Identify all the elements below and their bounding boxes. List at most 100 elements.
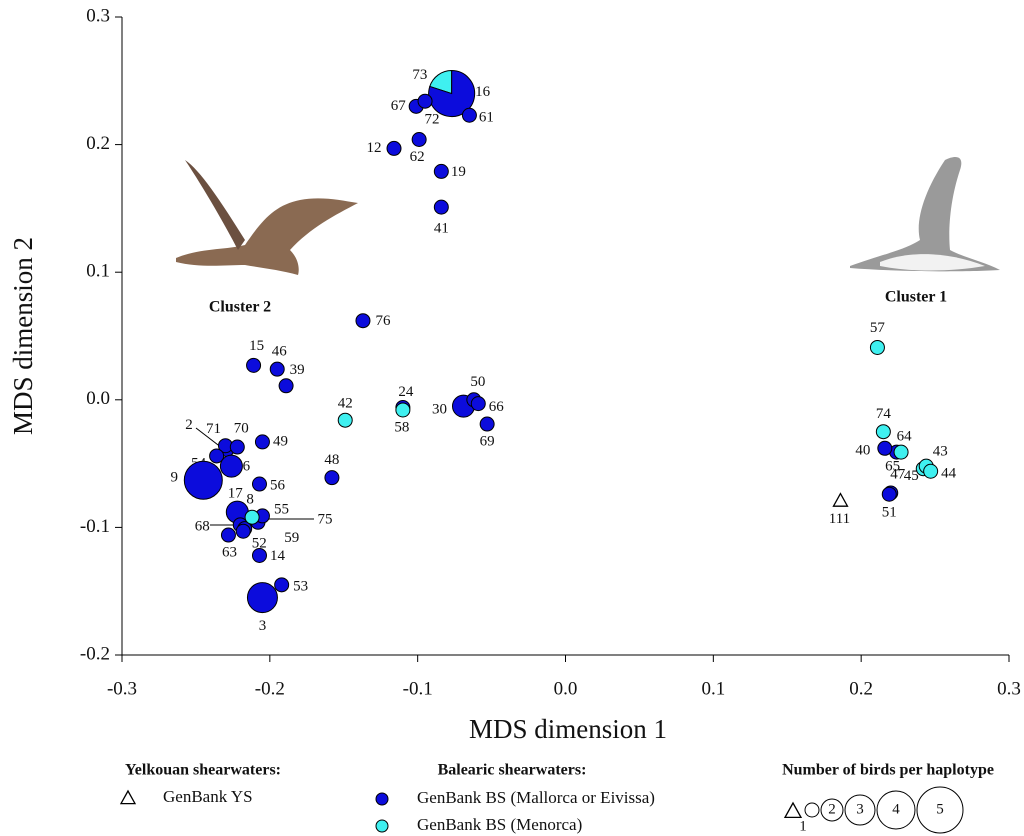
point-label: 59 (284, 530, 299, 546)
point (893, 444, 909, 460)
point (246, 582, 278, 614)
point (209, 448, 225, 464)
point-label: 45 (904, 468, 919, 484)
point (433, 199, 449, 215)
point-label: 111 (829, 511, 850, 527)
point-label: 63 (222, 544, 237, 560)
legend-marker (119, 789, 137, 805)
point-label: 12 (367, 140, 382, 156)
x-tick-label: 0.1 (701, 678, 725, 699)
point-label: 50 (470, 374, 485, 390)
point (386, 140, 402, 156)
point (881, 486, 897, 502)
point (235, 523, 251, 539)
legend-label: GenBank BS (Mallorca or Eivissa) (417, 788, 655, 807)
legend-label: GenBank BS (Menorca) (417, 815, 582, 834)
legend-label: GenBank YS (163, 787, 253, 806)
bird-cluster-2 (176, 160, 358, 275)
point-label: 3 (259, 618, 267, 634)
point (355, 313, 371, 329)
point-label: 15 (249, 338, 264, 354)
point-label: 46 (272, 344, 288, 360)
y-tick-label: 0.0 (86, 388, 110, 409)
point-label: 57 (870, 320, 886, 336)
size-legend-label: 2 (828, 801, 836, 817)
point-label: 61 (479, 110, 494, 126)
point-label: 41 (434, 221, 449, 237)
y-tick-label: 0.3 (86, 5, 110, 26)
point-label: 47 (890, 466, 906, 482)
point-label: 72 (425, 112, 440, 128)
point-label: 70 (234, 420, 249, 436)
point (229, 439, 245, 455)
point-label: 62 (410, 149, 425, 165)
point-label: 51 (882, 505, 897, 521)
point (877, 440, 893, 456)
point-label: 30 (432, 402, 447, 418)
point (479, 416, 495, 432)
size-legend-circle (804, 802, 820, 818)
x-tick-label: 0.0 (554, 678, 578, 699)
point-label: 40 (855, 443, 870, 459)
bird-cluster-1 (850, 157, 1000, 272)
point-label: 71 (206, 421, 221, 437)
y-axis-title: MDS dimension 2 (8, 237, 38, 435)
point (183, 460, 223, 500)
point-label: 67 (391, 98, 407, 114)
x-tick-label: -0.1 (403, 678, 433, 699)
x-axis-title: MDS dimension 1 (469, 714, 667, 744)
point-label: 75 (318, 512, 333, 528)
point-label: 73 (412, 67, 427, 83)
point (246, 357, 262, 373)
point (220, 527, 236, 543)
point (254, 434, 270, 450)
point (433, 163, 449, 179)
size-legend-circle (876, 790, 916, 830)
point-label: 44 (941, 466, 957, 482)
point (244, 509, 260, 525)
size-legend-triangle (783, 801, 803, 819)
x-tick-label: -0.2 (255, 678, 285, 699)
legend-heading: Balearic shearwaters: (438, 762, 587, 779)
size-legend-label: 3 (856, 801, 864, 817)
point-label: 69 (480, 433, 495, 449)
point (470, 396, 486, 412)
point (875, 424, 891, 440)
point-label: 14 (270, 548, 286, 564)
point (411, 131, 427, 147)
size-legend-label: 1 (799, 818, 807, 834)
point (869, 339, 885, 355)
size-legend-circle (916, 786, 964, 834)
point-label: 6 (243, 459, 251, 475)
x-tick-label: -0.3 (107, 678, 137, 699)
size-legend-label: 4 (892, 801, 900, 817)
point-label: 55 (274, 501, 289, 517)
point-label: 58 (394, 419, 409, 435)
point (274, 577, 290, 593)
point-label: 39 (290, 362, 305, 378)
point-label: 48 (324, 452, 339, 468)
point-label: 53 (293, 578, 308, 594)
point-label: 66 (489, 399, 505, 415)
legend-marker (375, 819, 389, 833)
y-tick-label: -0.2 (80, 643, 110, 664)
size-legend-label: 5 (936, 801, 944, 817)
cluster-label: Cluster 1 (885, 289, 947, 306)
size-legend-circle (844, 794, 876, 826)
point-label: 52 (252, 536, 267, 552)
point-label: 56 (270, 477, 286, 493)
point-label: 8 (246, 492, 254, 508)
y-tick-label: -0.1 (80, 516, 110, 537)
point-label: 68 (195, 518, 210, 534)
point-label: 64 (897, 429, 913, 445)
legend-marker (375, 792, 389, 806)
point (278, 378, 294, 394)
point (417, 93, 433, 109)
point (324, 470, 340, 486)
point-label: 49 (273, 433, 288, 449)
point (923, 463, 939, 479)
point-label: 9 (171, 470, 179, 486)
legend-heading: Yelkouan shearwaters: (125, 762, 281, 779)
y-tick-label: 0.1 (86, 261, 110, 282)
